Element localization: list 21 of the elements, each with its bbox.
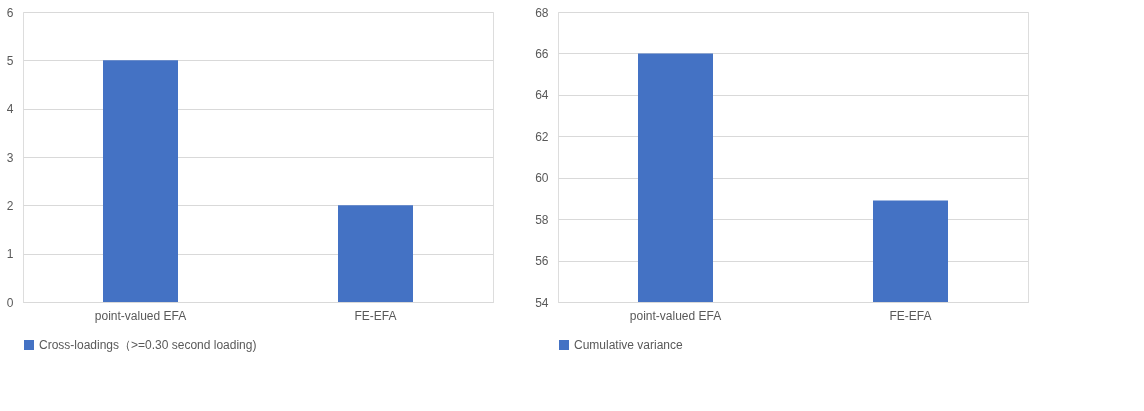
- y-tick-label: 0: [6, 295, 14, 310]
- y-tick-label: 56: [535, 254, 549, 269]
- legend-label: Cumulative variance: [574, 338, 684, 352]
- y-tick-label: 2: [6, 198, 14, 213]
- y-tick-label: 60: [535, 171, 549, 186]
- y-tick-label: 3: [6, 150, 14, 165]
- y-tick-label: 54: [535, 295, 549, 310]
- x-tick-label: FE-EFA: [889, 308, 932, 323]
- x-tick-label: FE-EFA: [354, 308, 397, 323]
- y-tick-label: 6: [6, 5, 14, 20]
- y-tick-label: 68: [535, 5, 549, 20]
- y-tick-label: 1: [6, 247, 14, 262]
- y-tick-label: 64: [535, 88, 549, 103]
- legend-label: Cross-loadings（>=0.30 second loading): [39, 338, 257, 352]
- x-tick-label: point-valued EFA: [94, 308, 187, 323]
- x-tick-label: point-valued EFA: [629, 308, 722, 323]
- y-tick-label: 5: [6, 53, 14, 68]
- y-tick-label: 4: [6, 102, 14, 117]
- y-tick-label: 58: [535, 212, 549, 227]
- y-tick-label: 66: [535, 46, 549, 61]
- y-tick-label: 62: [535, 129, 549, 144]
